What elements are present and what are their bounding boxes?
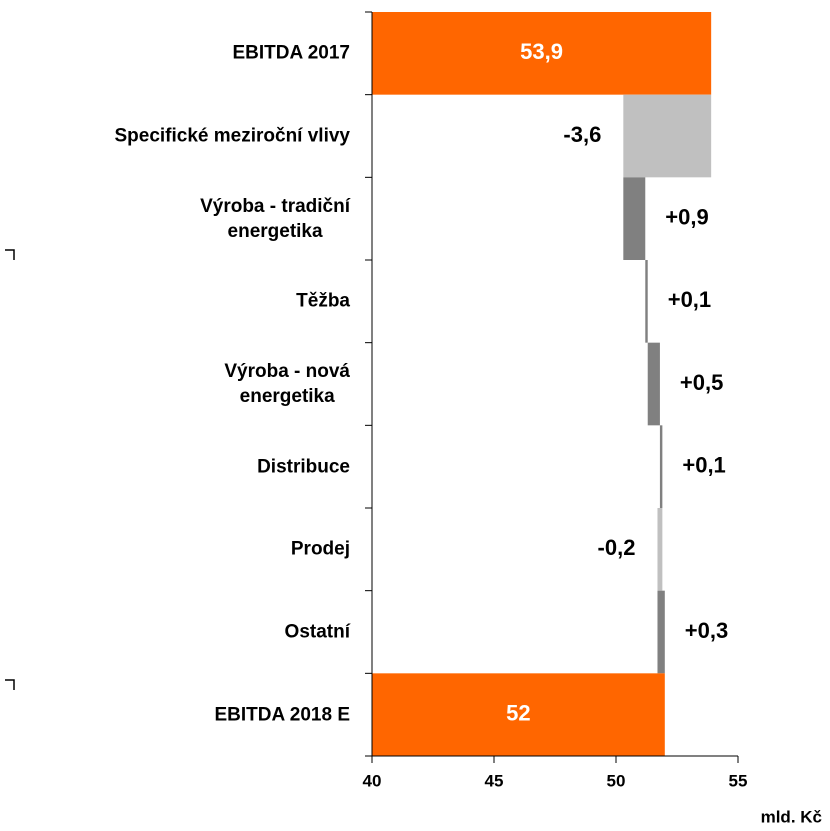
corner-mark [5, 679, 15, 690]
category-label: Výroba - nová energetika [224, 361, 350, 407]
x-tick-label: 50 [607, 771, 626, 790]
data-label: +0,9 [665, 204, 708, 229]
data-label: +0,1 [668, 287, 711, 312]
data-label: 52 [506, 700, 530, 725]
data-label: +0,5 [680, 370, 723, 395]
corner-mark [5, 249, 15, 260]
data-label: 53,9 [520, 39, 563, 64]
x-axis-label: mld. Kč [761, 807, 822, 826]
x-tick-label: 55 [729, 771, 748, 790]
category-label: EBITDA 2017 [232, 42, 350, 64]
category-label: EBITDA 2018 E [214, 704, 350, 726]
x-tick-label: 40 [363, 771, 382, 790]
x-tick-label: 45 [485, 771, 504, 790]
bar [645, 260, 648, 343]
data-label: -3,6 [563, 122, 601, 147]
bar [372, 673, 665, 756]
bar [657, 508, 663, 591]
category-label: Prodej [290, 538, 350, 560]
bar [372, 12, 712, 95]
bar [657, 590, 665, 674]
category-label: Ostatní [284, 621, 350, 643]
bar [623, 94, 712, 178]
data-label: +0,3 [685, 618, 728, 643]
category-label: Distribuce [257, 456, 350, 478]
data-label: -0,2 [598, 535, 636, 560]
category-label: Výroba - tradiční energetika [200, 195, 350, 242]
data-label: +0,1 [682, 452, 725, 477]
category-label: Specifické meziroční vlivy [114, 125, 350, 147]
bar [623, 177, 646, 260]
category-label: Těžba [296, 290, 350, 312]
bar [659, 425, 663, 508]
bar [647, 342, 660, 426]
